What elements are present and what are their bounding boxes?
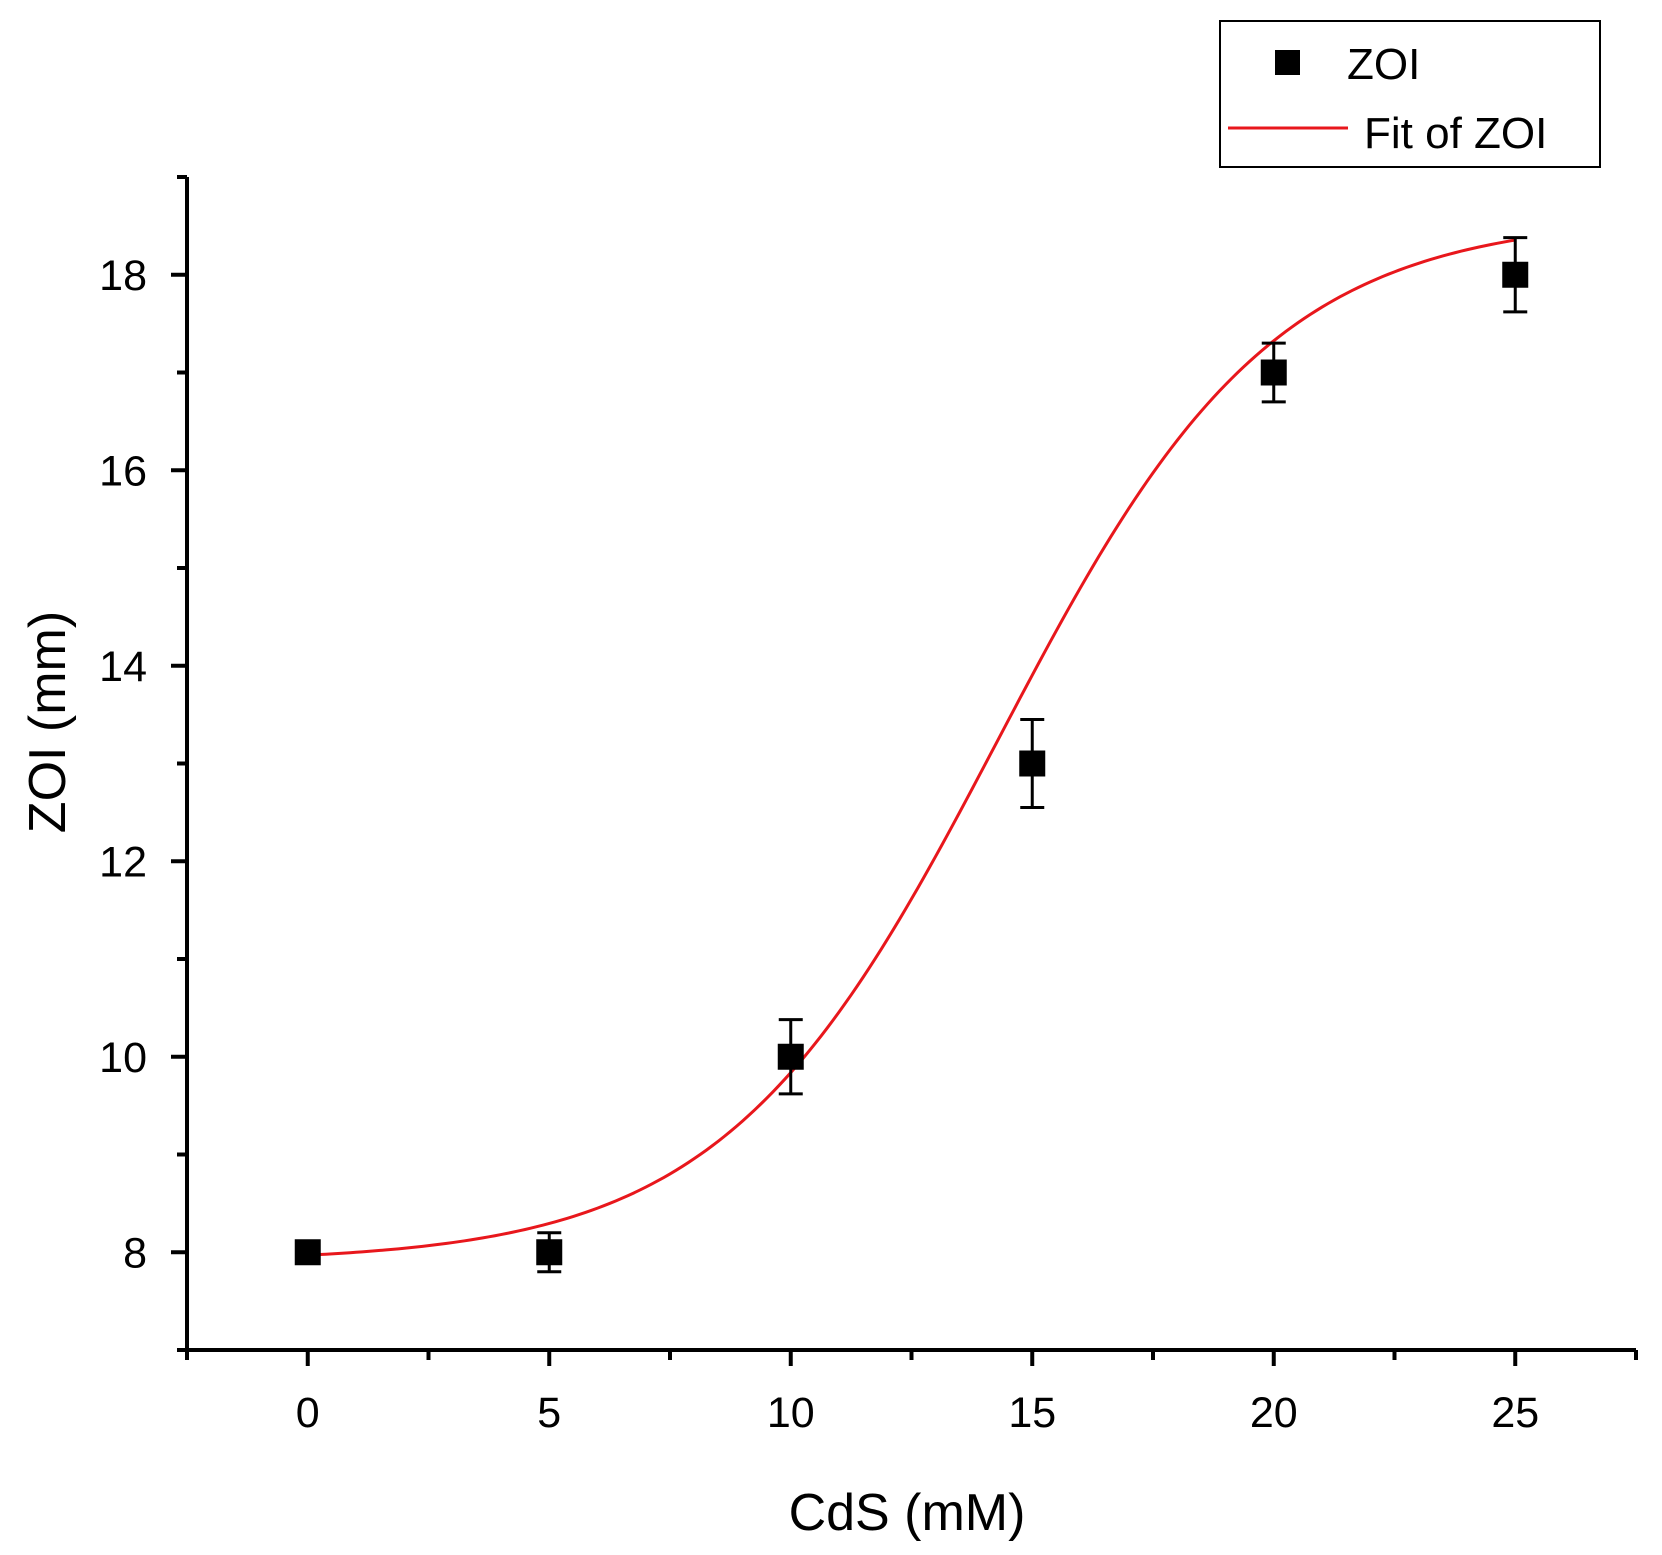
data-point	[1260, 359, 1287, 386]
data-point	[1019, 750, 1046, 777]
x-tick-label: 25	[1491, 1389, 1539, 1437]
y-tick-label: 18	[99, 252, 147, 300]
x-axis-title: CdS (mM)	[789, 1484, 1026, 1542]
legend-label-zoi: ZOI	[1347, 40, 1420, 89]
x-tick-label: 0	[296, 1389, 320, 1437]
y-tick-label: 10	[99, 1034, 147, 1082]
y-axis-title: ZOI (mm)	[19, 611, 77, 833]
fit-layer	[307, 238, 1516, 1257]
y-tick-label: 12	[99, 838, 147, 886]
legend: ZOI Fit of ZOI	[1219, 20, 1601, 168]
legend-marker-square	[1275, 50, 1300, 75]
legend-label-fit: Fit of ZOI	[1364, 109, 1547, 158]
points-layer	[294, 236, 1529, 1274]
y-tick-label: 16	[99, 447, 147, 495]
data-point	[777, 1043, 804, 1070]
fit-curve	[307, 238, 1516, 1257]
data-point	[536, 1239, 563, 1266]
x-tick-label: 20	[1250, 1389, 1298, 1437]
data-point	[294, 1239, 321, 1266]
y-ticks: 8 10 12 14 16 18	[99, 175, 187, 1352]
y-tick-label: 8	[123, 1229, 147, 1277]
x-tick-label: 10	[767, 1389, 815, 1437]
legend-box	[1219, 20, 1601, 168]
x-ticks: 0 5 10 15 20 25	[185, 1350, 1638, 1437]
axes	[185, 177, 1636, 1352]
data-point	[1502, 261, 1529, 288]
x-tick-label: 5	[537, 1389, 561, 1437]
y-tick-label: 14	[99, 643, 147, 691]
x-tick-label: 15	[1008, 1389, 1056, 1437]
